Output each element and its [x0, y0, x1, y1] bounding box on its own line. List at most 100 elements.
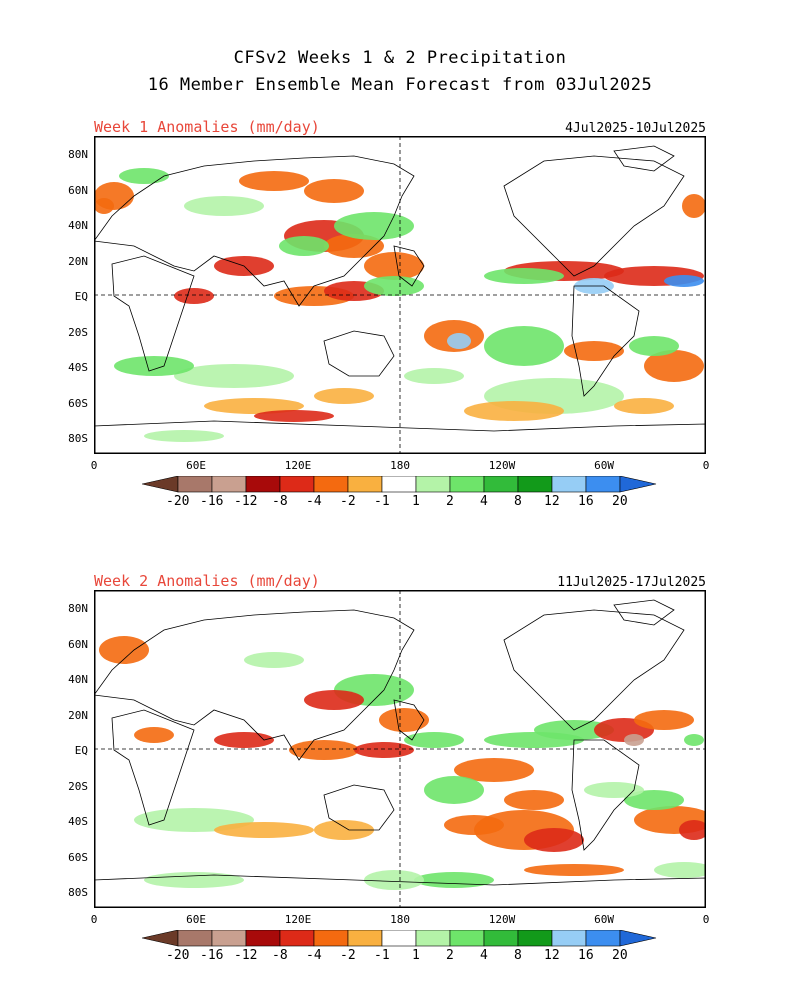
lon-tick-label: 60W — [594, 459, 614, 472]
colorbar-svg — [141, 475, 657, 493]
colorbar-swatch — [551, 475, 587, 493]
colorbar-label: -2 — [340, 948, 356, 963]
anomaly-contour — [324, 234, 384, 258]
anomaly-contour — [414, 872, 494, 888]
anomaly-contour — [484, 732, 584, 748]
title-line-2: 16 Member Ensemble Mean Forecast from 03… — [147, 75, 653, 95]
colorbar-label: 20 — [612, 494, 628, 509]
lon-tick-label: 180 — [390, 913, 410, 926]
colorbar-label: 1 — [412, 494, 420, 509]
colorbar-arrow-left — [141, 475, 179, 493]
anomaly-contour — [624, 790, 684, 810]
coastline — [393, 699, 425, 741]
colorbar-svg — [141, 929, 657, 947]
week2-map — [94, 590, 706, 908]
colorbar-swatch — [177, 929, 213, 947]
anomaly-contour — [214, 732, 274, 748]
colorbar-label: -2 — [340, 494, 356, 509]
lon-tick-label: 120W — [488, 913, 516, 926]
colorbar-label: 4 — [480, 494, 488, 509]
lon-tick-label: 0 — [90, 913, 98, 926]
lat-tick-label: 20S — [68, 325, 88, 339]
colorbar-swatch — [483, 929, 519, 947]
colorbar-swatch — [517, 929, 553, 947]
week1-colorbar: -20 -16 -12 -8 -4 -2 -1 1 2 4 8 12 16 20 — [141, 475, 662, 520]
lon-tick-label: 60E — [186, 913, 206, 926]
lon-tick-label: 0 — [90, 459, 98, 472]
colorbar-swatch — [517, 475, 553, 493]
anomaly-contour — [404, 368, 464, 384]
colorbar-label: 12 — [544, 494, 560, 509]
colorbar-swatch — [449, 475, 485, 493]
week1-date-range: 4Jul2025-10Jul2025 — [565, 121, 706, 136]
lat-tick-label: 20N — [68, 708, 88, 722]
lat-tick-label: 60S — [68, 850, 88, 864]
anomaly-contour — [454, 758, 534, 782]
anomaly-contour — [214, 822, 314, 838]
coastline — [503, 155, 685, 277]
colorbar-label: -8 — [272, 948, 288, 963]
anomaly-contour — [629, 336, 679, 356]
anomaly-contour — [119, 168, 169, 184]
lon-tick-label: 0 — [702, 913, 710, 926]
anomaly-contour — [524, 864, 624, 876]
anomaly-contour — [364, 870, 424, 890]
anomaly-contour — [644, 350, 704, 382]
anomaly-contour — [634, 710, 694, 730]
colorbar-swatch — [449, 929, 485, 947]
lat-tick-label: 20S — [68, 779, 88, 793]
anomaly-contour — [424, 776, 484, 804]
coastline — [111, 709, 195, 826]
coastline — [503, 609, 685, 731]
colorbar-swatch — [483, 475, 519, 493]
colorbar-label: -12 — [234, 948, 258, 963]
colorbar-swatch — [313, 475, 349, 493]
colorbar-swatch — [313, 929, 349, 947]
coastline — [571, 739, 640, 851]
coastline — [94, 155, 415, 307]
anomaly-contour — [314, 820, 374, 840]
coastline — [613, 145, 675, 172]
map-svg — [94, 136, 706, 454]
colorbar-label: 8 — [514, 494, 522, 509]
week2-panel-title: Week 2 Anomalies (mm/day) — [94, 572, 320, 590]
lon-tick-label: 0 — [702, 459, 710, 472]
anomaly-contour — [354, 742, 414, 758]
colorbar-swatch — [347, 475, 383, 493]
colorbar-swatch — [347, 929, 383, 947]
colorbar-swatch — [245, 929, 281, 947]
anomaly-contour — [654, 862, 706, 878]
colorbar-arrow-right — [619, 475, 657, 493]
map-frame — [94, 136, 706, 454]
colorbar-label: -4 — [306, 494, 322, 509]
anomaly-contour — [144, 872, 244, 888]
anomaly-contour — [364, 252, 424, 280]
lat-tick-label: 40S — [68, 361, 88, 374]
lat-tick-label: 60N — [68, 183, 88, 197]
anomaly-contour — [144, 430, 224, 442]
anomaly-contour — [447, 333, 471, 349]
coastline — [94, 874, 706, 908]
anomaly-contour — [239, 171, 309, 191]
colorbar-label: 2 — [446, 948, 454, 963]
coastline — [94, 609, 415, 761]
colorbar-label: -16 — [200, 948, 224, 963]
colorbar-swatch — [245, 475, 281, 493]
colorbar-label: 16 — [578, 494, 594, 509]
lat-tick-label: 60N — [68, 637, 88, 651]
anomaly-contour — [614, 398, 674, 414]
coastline — [613, 599, 675, 626]
week1-map — [94, 136, 706, 454]
map-frame — [94, 590, 706, 908]
colorbar-label: 4 — [480, 948, 488, 963]
colorbar-label: 16 — [578, 948, 594, 963]
colorbar-label: 20 — [612, 948, 628, 963]
coastline — [94, 420, 706, 454]
week1-panel-title: Week 1 Anomalies (mm/day) — [94, 118, 320, 136]
anomaly-contour — [404, 732, 464, 748]
week2-date-range: 11Jul2025-17Jul2025 — [557, 575, 706, 590]
colorbar-swatch — [211, 475, 247, 493]
colorbar-arrow-right — [619, 929, 657, 947]
colorbar-label: -8 — [272, 494, 288, 509]
colorbar-label: 2 — [446, 494, 454, 509]
